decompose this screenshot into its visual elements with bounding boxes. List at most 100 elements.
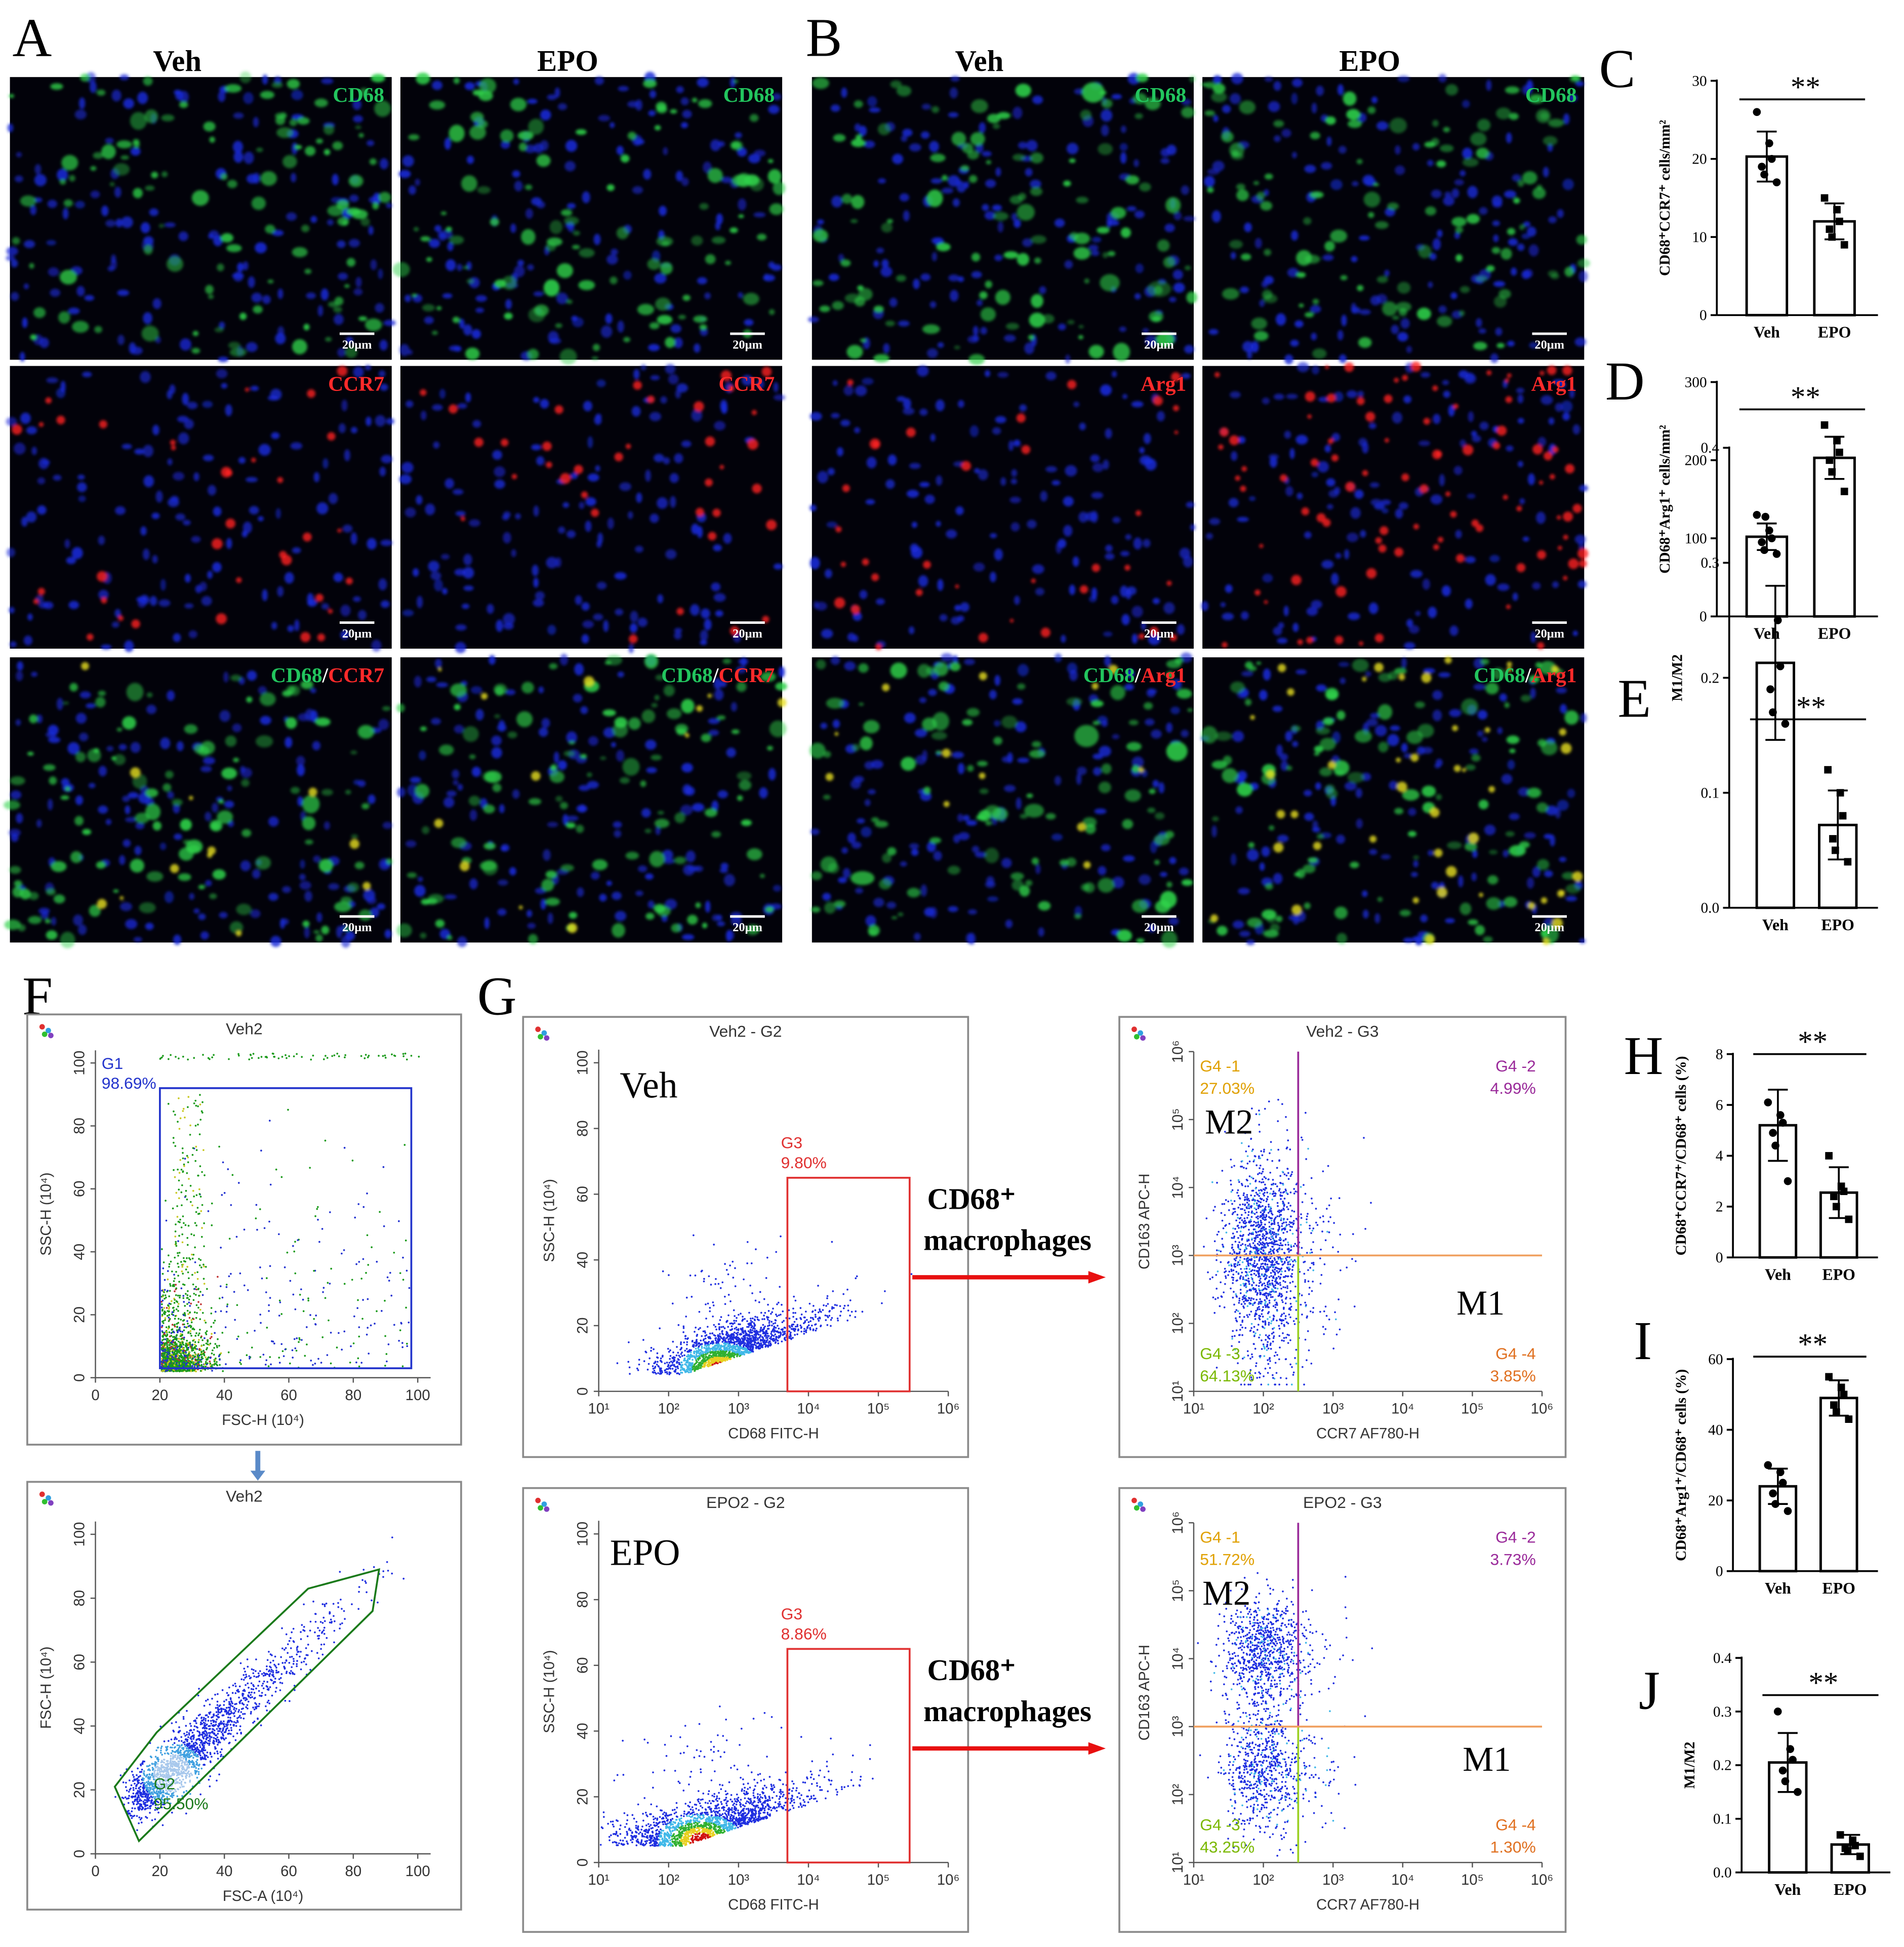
nucleus [1517,394,1524,404]
nucleus [367,538,377,550]
nucleus [723,873,735,887]
nucleus [1012,106,1023,119]
nucleus [1179,547,1191,559]
stained-cell [1374,633,1384,643]
data-point [1766,685,1774,694]
event-dot [192,1147,194,1149]
nucleus [1403,395,1411,404]
nucleus [1103,459,1109,470]
nucleus [23,283,29,290]
event-dot [182,1363,185,1366]
nucleus [1169,857,1177,864]
event-dot [197,1301,199,1303]
nucleus [1230,252,1236,260]
y-axis-label: M1/M2 [1670,654,1686,701]
nucleus [564,161,576,172]
event-dot [163,1261,165,1263]
nucleus [1173,282,1185,293]
nucleus [1374,503,1385,510]
stained-cell [560,473,571,484]
stained-cell [767,745,774,751]
event-dot [196,1278,199,1280]
nucleus [191,536,201,543]
stained-cell [1478,800,1489,810]
stained-cell [315,718,331,727]
stained-cell [528,934,538,944]
stained-cell [29,714,38,724]
event-dot [246,1354,248,1357]
nucleus [585,520,592,532]
nucleus [1528,473,1535,486]
stained-cell [1316,833,1324,840]
data-point [1778,1119,1787,1127]
stained-cell [860,338,867,342]
nucleus [134,449,145,455]
nucleus [415,178,420,186]
nucleus [713,544,722,551]
stained-cell [4,919,21,930]
nucleus [51,917,57,926]
nucleus [275,333,286,344]
nucleus [643,169,652,180]
nucleus [939,614,948,621]
event-dot [184,1116,186,1119]
stained-cell [386,858,392,865]
cells [3,661,392,948]
nucleus [1504,190,1517,198]
nucleus [676,86,684,93]
stained-cell [736,682,747,692]
nucleus [605,313,613,324]
nucleus [46,731,57,738]
event-dot [164,1342,166,1344]
event-dot [185,1357,187,1359]
nucleus [570,472,578,480]
nucleus [484,917,490,929]
stained-cell [28,892,39,900]
nucleus [1169,297,1177,302]
nucleus [935,399,945,412]
stained-cell [534,304,549,316]
nucleus [1035,864,1041,875]
nucleus [1231,451,1238,461]
stained-cell [241,779,250,787]
nucleus [619,482,632,491]
nucleus [557,760,567,770]
nucleus [588,736,598,746]
stained-cell [265,224,275,234]
nucleus [337,347,346,357]
nucleus [1183,216,1196,222]
event-dot [182,1170,184,1172]
event-dot [206,1347,209,1349]
stained-cell [118,615,124,621]
stained-cell [245,387,250,392]
stained-cell [564,216,579,225]
stained-cell [1489,850,1498,855]
event-dot [175,1241,177,1243]
stained-cell [321,926,330,935]
data-point [1765,526,1773,535]
nucleus [152,424,159,435]
stained-cell [1352,658,1369,672]
nucleus [305,708,314,722]
event-dot [178,1235,180,1237]
stained-cell [1265,883,1273,890]
nucleus [1560,704,1567,713]
event-dot [204,1363,206,1366]
nucleus [731,702,737,712]
stained-cell [862,558,869,566]
nucleus [930,178,943,184]
stained-cell [492,783,502,792]
event-dot [180,1226,183,1228]
stained-cell [543,279,560,297]
stained-cell [518,142,527,151]
event-dot [203,1245,205,1248]
stained-cell [970,99,988,113]
nucleus [384,929,392,939]
nucleus [1164,223,1175,232]
stained-cell [101,597,107,604]
stained-cell [651,754,662,761]
nucleus [101,644,112,650]
stained-cell [730,227,738,233]
stained-cell [1155,812,1165,820]
stained-cell [1290,725,1301,732]
